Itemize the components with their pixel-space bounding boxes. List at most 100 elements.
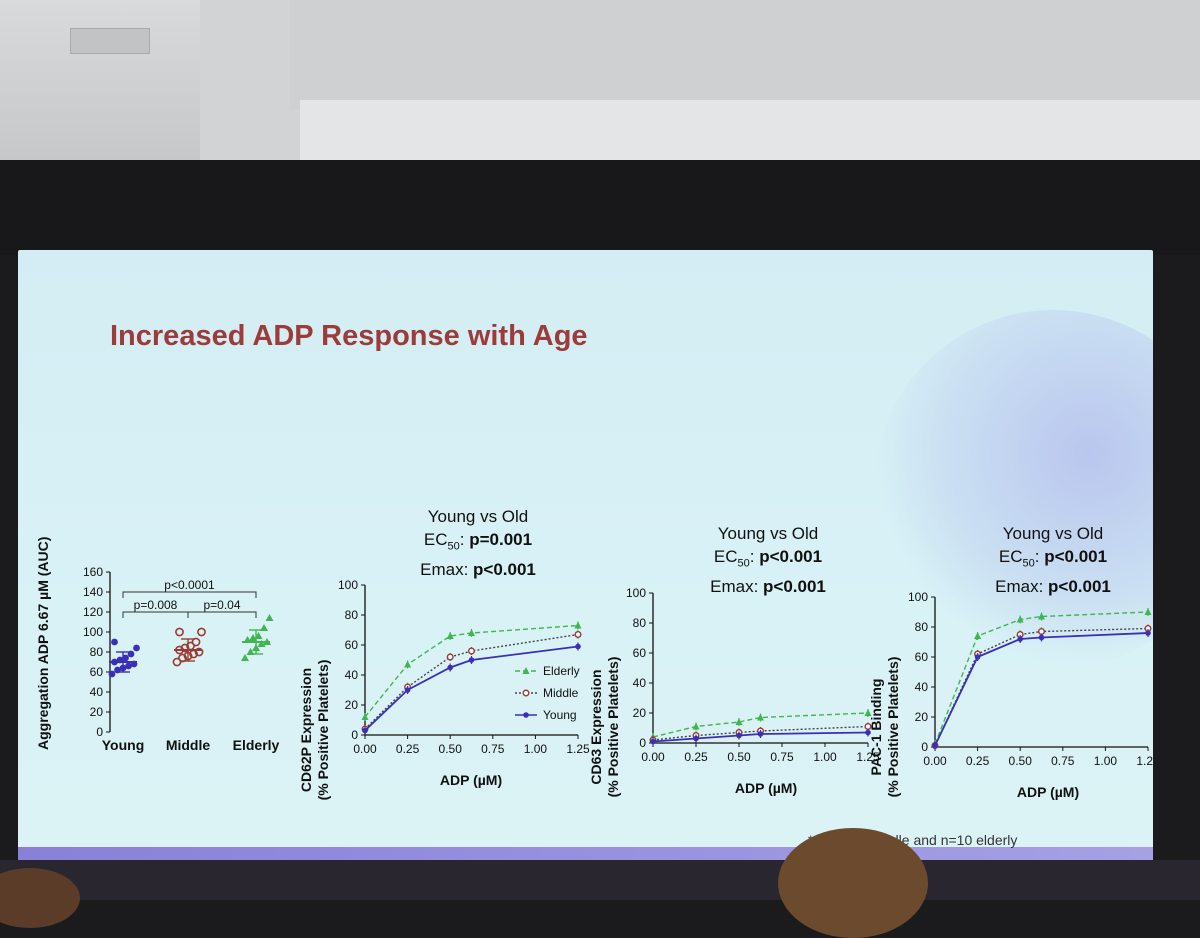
x-tick-label: 0.50 — [439, 742, 463, 756]
stats-block-cd62p: Young vs Old EC50: p=0.001 Emax: p<0.001 — [393, 505, 563, 581]
significance-bracket — [187, 611, 257, 618]
data-point — [692, 722, 700, 730]
aggregation-plot: Aggregation ADP 6.67 µM (AUC) 0 20 40 60 80 1… — [35, 537, 280, 753]
data-point — [194, 647, 204, 657]
y-tick-label: 0 — [639, 736, 646, 750]
data-point — [1017, 636, 1023, 642]
data-point — [241, 654, 249, 661]
legend-label: Elderly — [543, 664, 580, 678]
data-point — [1038, 612, 1045, 620]
stats-ec50: EC50: p<0.001 — [713, 547, 823, 570]
y-tick-label: 0 — [921, 740, 928, 754]
x-tick-label: 0.50 — [1009, 754, 1033, 768]
y-tick-label: 80 — [90, 645, 104, 659]
legend-label: Middle — [543, 686, 579, 700]
data-point — [249, 634, 257, 641]
y-tick-label: 140 — [83, 585, 103, 599]
data-point — [932, 742, 938, 749]
x-category-label: Elderly — [233, 737, 280, 753]
y-tick-label: 40 — [345, 668, 359, 682]
legend-marker — [522, 667, 530, 674]
data-point — [650, 738, 656, 745]
x-tick-label: 0.00 — [353, 742, 377, 756]
stats-title: Young vs Old — [717, 524, 819, 543]
y-axis-label: PAC-1 Binding — [868, 679, 884, 776]
data-point — [735, 718, 743, 725]
data-point — [175, 627, 184, 637]
data-point — [111, 638, 118, 646]
x-tick-label: 1.00 — [524, 742, 548, 756]
cd63-chart: CD63 Expression (% Positive Platelets) A… — [583, 585, 883, 815]
data-point — [172, 657, 182, 667]
data-point — [257, 640, 266, 647]
y-axis-label: Aggregation ADP 6.67 µM (AUC) — [35, 537, 51, 750]
x-tick-label: 0.25 — [966, 754, 990, 768]
y-tick-label: 60 — [345, 638, 359, 652]
ceiling-vent — [70, 28, 150, 54]
data-point — [757, 731, 764, 737]
data-point — [361, 713, 369, 720]
data-point — [108, 670, 116, 678]
data-point — [362, 727, 368, 734]
y-tick-label: 100 — [626, 586, 646, 600]
stats-ec50: EC50: p<0.001 — [998, 547, 1108, 570]
data-point — [974, 654, 981, 660]
p-value-label: p=0.008 — [134, 598, 178, 612]
stats-ec50: EC50: p=0.001 — [423, 530, 533, 553]
projected-slide: Increased ADP Response with Age Aggregat… — [18, 250, 1153, 885]
stats-block-cd63: Young vs Old EC50: p<0.001 Emax: p<0.001 — [683, 522, 853, 598]
y-tick-label: 0 — [351, 728, 358, 742]
data-point — [404, 687, 411, 693]
x-tick-label: 0.00 — [923, 754, 947, 768]
x-tick-label: 0.25 — [684, 750, 708, 764]
pac1-chart: PAC-1 Binding (% Positive Platelets) ADP… — [863, 585, 1153, 815]
y-tick-label: 100 — [83, 625, 103, 639]
data-point — [467, 647, 475, 655]
y-axis-label: (% Positive Platelets) — [315, 660, 331, 801]
x-tick-label: 0.75 — [481, 742, 505, 756]
series-line-middle — [934, 627, 1149, 746]
stats-emax: Emax: p<0.001 — [995, 577, 1111, 597]
stats-block-pac1: Young vs Old EC50: p<0.001 Emax: p<0.001 — [968, 522, 1138, 598]
stats-title: Young vs Old — [427, 507, 529, 526]
legend-marker — [522, 689, 530, 697]
audience-head — [778, 828, 928, 938]
x-tick-label: 1.25 — [856, 750, 880, 764]
stats-emax: Emax: p<0.001 — [710, 577, 826, 597]
x-category-label: Middle — [166, 737, 211, 753]
data-point — [574, 621, 582, 629]
cd62p-chart: CD62P Expression (% Positive Platelets) … — [293, 575, 593, 805]
data-point — [404, 660, 412, 668]
y-tick-label: 20 — [915, 710, 929, 724]
series-line-young — [934, 632, 1149, 746]
room-floor — [0, 860, 1200, 900]
data-point — [446, 632, 454, 639]
y-tick-label: 20 — [633, 706, 647, 720]
data-point — [191, 637, 201, 647]
stats-emax: Emax: p<0.001 — [420, 560, 536, 580]
data-point — [133, 644, 140, 652]
x-tick-label: 0.25 — [396, 742, 420, 756]
data-point — [574, 631, 582, 639]
data-point — [125, 662, 132, 670]
p-value-label: p<0.0001 — [164, 578, 215, 592]
series-line-elderly — [652, 712, 869, 738]
x-tick-label: 1.25 — [1136, 754, 1153, 768]
y-tick-label: 100 — [338, 578, 358, 592]
data-point — [1145, 630, 1151, 636]
y-tick-label: 0 — [96, 725, 103, 739]
y-tick-label: 160 — [83, 565, 103, 579]
cd63-plot: CD63 Expression (% Positive Platelets) A… — [588, 586, 880, 797]
y-tick-label: 100 — [908, 590, 928, 604]
stats-title: Young vs Old — [1002, 524, 1104, 543]
x-tick-label: 0.75 — [1051, 754, 1075, 768]
y-tick-label: 80 — [345, 608, 359, 622]
y-tick-label: 40 — [915, 680, 929, 694]
y-tick-label: 80 — [633, 616, 647, 630]
legend-label: Young — [543, 708, 577, 722]
screen-frame — [0, 160, 1200, 255]
y-axis-label: CD63 Expression — [588, 669, 604, 784]
data-point — [246, 648, 255, 655]
legend-marker — [523, 712, 529, 718]
cd62p-plot: CD62P Expression (% Positive Platelets) … — [298, 578, 590, 801]
